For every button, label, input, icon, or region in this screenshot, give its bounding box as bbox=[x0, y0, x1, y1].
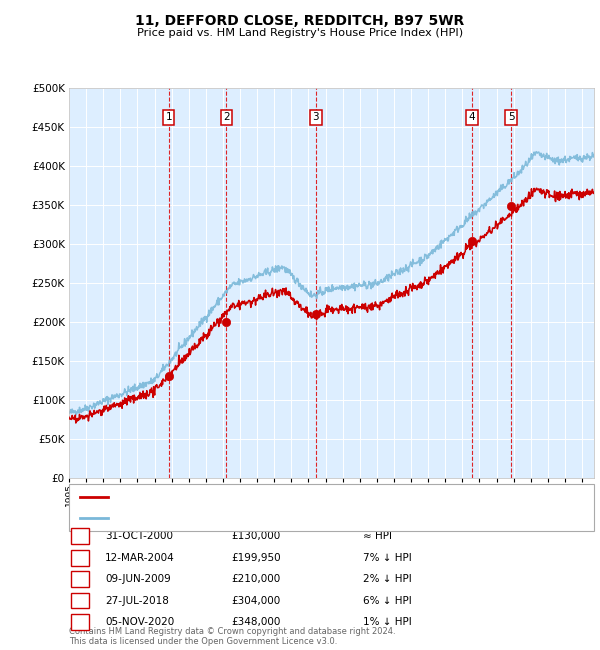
Text: 12-MAR-2004: 12-MAR-2004 bbox=[105, 552, 175, 563]
Text: 1% ↓ HPI: 1% ↓ HPI bbox=[363, 617, 412, 627]
Text: 6% ↓ HPI: 6% ↓ HPI bbox=[363, 595, 412, 606]
Text: ≈ HPI: ≈ HPI bbox=[363, 531, 392, 541]
Text: 1: 1 bbox=[76, 531, 83, 541]
Text: 5: 5 bbox=[76, 617, 83, 627]
Text: 2: 2 bbox=[76, 552, 83, 563]
Text: Contains HM Land Registry data © Crown copyright and database right 2024.: Contains HM Land Registry data © Crown c… bbox=[69, 627, 395, 636]
Text: £130,000: £130,000 bbox=[231, 531, 280, 541]
Text: This data is licensed under the Open Government Licence v3.0.: This data is licensed under the Open Gov… bbox=[69, 637, 337, 646]
Text: £199,950: £199,950 bbox=[231, 552, 281, 563]
Text: Price paid vs. HM Land Registry's House Price Index (HPI): Price paid vs. HM Land Registry's House … bbox=[137, 28, 463, 38]
Text: 1: 1 bbox=[166, 112, 172, 122]
Text: £348,000: £348,000 bbox=[231, 617, 280, 627]
Text: £210,000: £210,000 bbox=[231, 574, 280, 584]
Text: 2% ↓ HPI: 2% ↓ HPI bbox=[363, 574, 412, 584]
Text: 4: 4 bbox=[76, 595, 83, 606]
Text: 2: 2 bbox=[223, 112, 229, 122]
Text: 31-OCT-2000: 31-OCT-2000 bbox=[105, 531, 173, 541]
Text: £304,000: £304,000 bbox=[231, 595, 280, 606]
Text: 05-NOV-2020: 05-NOV-2020 bbox=[105, 617, 174, 627]
Text: 27-JUL-2018: 27-JUL-2018 bbox=[105, 595, 169, 606]
Text: 11, DEFFORD CLOSE, REDDITCH, B97 5WR: 11, DEFFORD CLOSE, REDDITCH, B97 5WR bbox=[136, 14, 464, 29]
Text: 09-JUN-2009: 09-JUN-2009 bbox=[105, 574, 171, 584]
Text: 7% ↓ HPI: 7% ↓ HPI bbox=[363, 552, 412, 563]
Text: 3: 3 bbox=[76, 574, 83, 584]
Text: HPI: Average price, detached house, Redditch: HPI: Average price, detached house, Redd… bbox=[112, 513, 340, 523]
Text: 5: 5 bbox=[508, 112, 514, 122]
Text: 3: 3 bbox=[313, 112, 319, 122]
Text: 11, DEFFORD CLOSE, REDDITCH, B97 5WR (detached house): 11, DEFFORD CLOSE, REDDITCH, B97 5WR (de… bbox=[112, 492, 415, 502]
Text: 4: 4 bbox=[469, 112, 475, 122]
